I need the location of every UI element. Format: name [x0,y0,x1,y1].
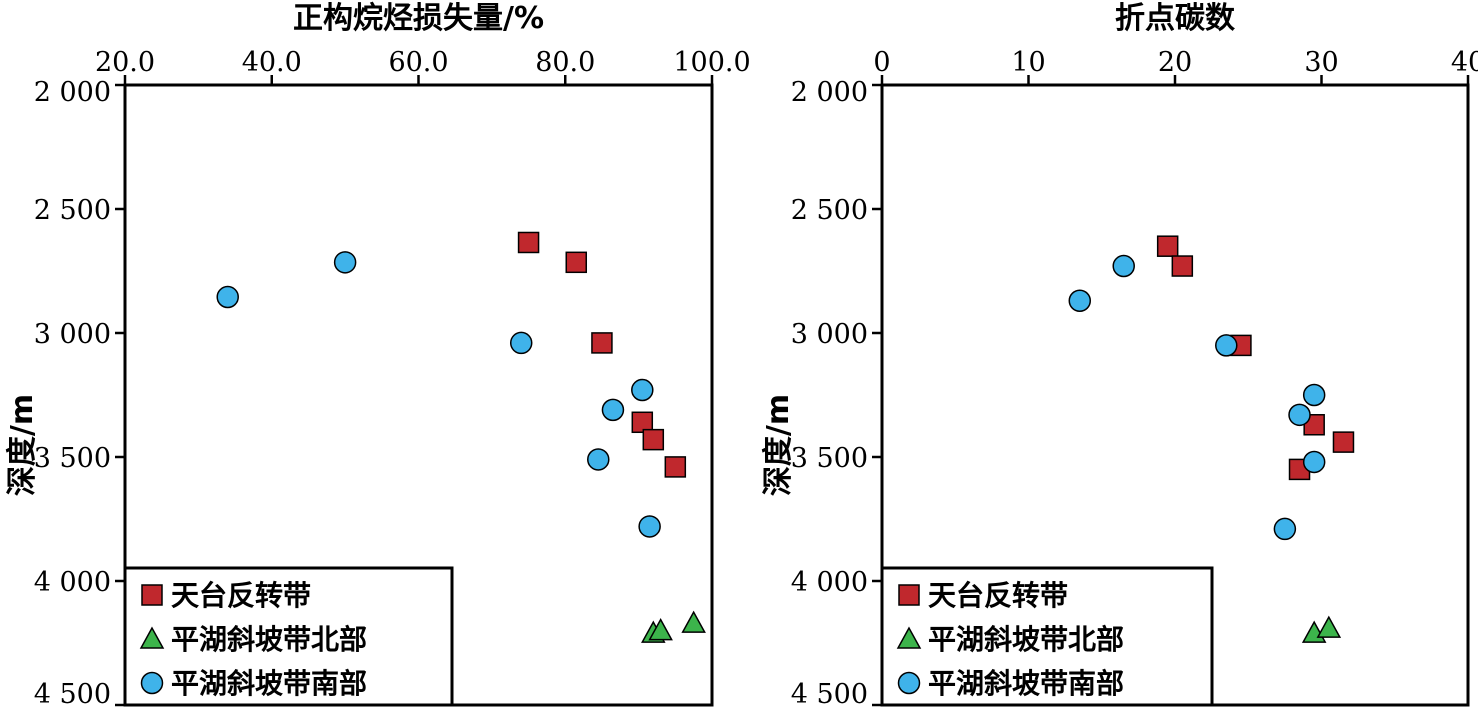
data-point-triangle [681,610,706,633]
data-point-circle [1068,289,1092,313]
y-tick-label: 2 500 [791,195,868,226]
y-tick-label: 2 500 [34,195,111,226]
legend-box [880,566,1214,707]
legend-label: 平湖斜坡带南部 [928,667,1124,700]
data-point-circle [1288,403,1311,427]
legend-marker-square [898,584,920,606]
data-point-triangle [1316,615,1342,638]
legend-label: 天台反转带 [928,579,1068,612]
legend-label: 天台反转带 [171,579,311,612]
y-tick-label: 3 500 [34,443,111,474]
y-tick-label: 4 000 [34,567,111,598]
x-axis-title: 折点碳数 [1115,1,1236,36]
series-square [1156,235,1355,481]
legend-label: 平湖斜坡带南部 [171,667,367,700]
data-point-square [664,456,687,478]
data-point-circle [1215,334,1238,357]
legend-marker-circle [897,671,921,695]
series-circle [1068,254,1326,541]
data-point-square [631,411,654,434]
data-point-square [1156,235,1179,257]
x-tick-label: 0 [873,47,890,78]
x-tick-label: 60.0 [388,47,448,78]
y-tick-label: 4 000 [791,567,868,598]
x-tick-label: 30 [1304,47,1338,78]
y-tick-label: 4 500 [791,679,868,708]
y-tick-label: 4 500 [34,679,111,708]
data-point-circle [638,515,661,538]
series-circle [216,251,661,538]
legend-marker-triangle [896,626,922,649]
data-point-circle [587,448,610,471]
legend-label: 平湖斜坡带北部 [928,623,1124,656]
data-point-square [1171,255,1194,277]
legend-box [123,566,454,707]
y-axis-title: 深度/m [5,394,40,496]
data-point-circle [1112,254,1135,278]
x-tick-label: 20.0 [95,47,155,78]
data-point-circle [509,331,533,355]
legend-marker-triangle [139,626,165,649]
y-tick-label: 2 000 [791,77,868,108]
chart-panel-1: 正构烷烃损失量/% 深度/m 20.0 40.0 60.0 80.0 100.0 2 000 2… [5,1,751,708]
y-axis-title: 深度/m [761,394,796,496]
x-tick-label: 40 [1451,47,1478,78]
x-tick-label: 20 [1158,47,1192,78]
legend-marker-square [141,584,163,606]
series-triangle [1301,615,1342,643]
y-tick-label: 3 500 [791,443,868,474]
x-axis-title: 正构烷烃损失量/% [293,1,544,36]
data-point-circle [1302,450,1326,474]
x-tick-label: 80.0 [535,47,595,78]
series-triangle [641,610,706,643]
data-point-circle [601,398,625,422]
data-point-square [1332,431,1355,453]
x-tick-label: 40.0 [242,47,302,78]
x-tick-label: 10 [1011,47,1045,78]
series-square [517,231,687,478]
data-point-circle [216,285,239,309]
legend-marker-circle [140,671,164,695]
data-point-square [642,428,665,451]
data-point-square [565,251,588,274]
data-point-square [591,332,613,354]
data-point-square [517,231,540,254]
legend-label: 平湖斜坡带北部 [171,623,367,656]
data-point-circle [631,378,654,402]
y-tick-label: 2 000 [34,77,111,108]
y-tick-label: 3 000 [791,319,868,350]
data-point-circle [1273,517,1297,541]
y-tick-label: 3 000 [34,319,111,350]
data-point-circle [1302,383,1326,407]
data-point-triangle [648,618,673,641]
x-tick-label: 100.0 [673,47,750,78]
data-point-circle [333,251,357,274]
